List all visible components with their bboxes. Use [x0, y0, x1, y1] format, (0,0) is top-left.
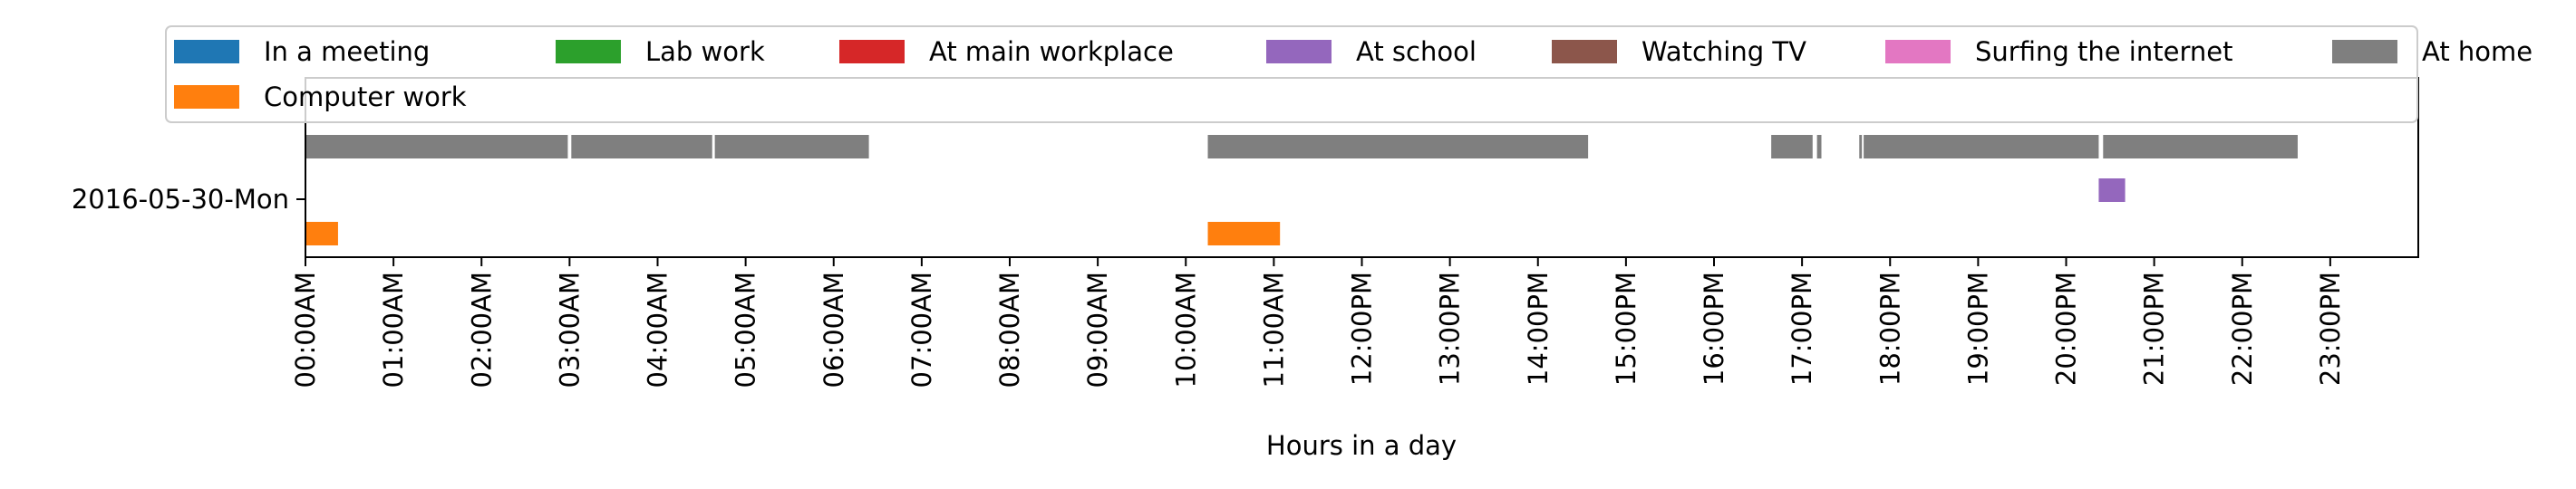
- legend-frame: [165, 25, 2418, 123]
- x-tick-label: 06:00AM: [818, 272, 849, 388]
- legend-label: At home: [2422, 36, 2532, 67]
- bar-at-home-6: [1859, 135, 1863, 158]
- bar-at-home-3: [1207, 135, 1589, 158]
- bar-computer-work-0: [305, 222, 338, 245]
- x-axis-label: Hours in a day: [1266, 430, 1457, 461]
- x-tick-label: 00:00AM: [290, 272, 321, 388]
- legend-label: In a meeting: [264, 36, 430, 67]
- x-tick-label: 18:00PM: [1874, 272, 1905, 386]
- bar-at-home-2: [714, 135, 869, 158]
- bar-at-school-0: [2098, 178, 2126, 202]
- x-tick-label: 19:00PM: [1962, 272, 1993, 386]
- x-tick-label: 03:00AM: [554, 272, 585, 388]
- bar-at-home-7: [1864, 135, 2099, 158]
- legend-swatch: [1552, 40, 1617, 63]
- x-tick-label: 21:00PM: [2139, 272, 2170, 386]
- legend-swatch: [2332, 40, 2397, 63]
- legend-swatch: [174, 85, 239, 109]
- bar-at-home-0: [305, 135, 568, 158]
- x-tick-label: 17:00PM: [1787, 272, 1817, 386]
- y-axis: 2016-05-30-Mon: [72, 184, 305, 215]
- y-tick-label: 2016-05-30-Mon: [72, 184, 289, 215]
- x-tick-label: 11:00AM: [1258, 272, 1289, 388]
- x-tick-label: 05:00AM: [731, 272, 761, 388]
- x-tick-label: 12:00PM: [1347, 272, 1378, 386]
- legend-swatch: [1266, 40, 1332, 63]
- activity-bars: [305, 135, 2298, 245]
- bar-at-home-4: [1771, 135, 1813, 158]
- bar-at-home-8: [2103, 135, 2298, 158]
- legend-label: At main workplace: [929, 36, 1174, 67]
- legend-label: Lab work: [645, 36, 765, 67]
- legend-swatch: [839, 40, 905, 63]
- bar-computer-work-1: [1207, 222, 1281, 245]
- bar-at-home-1: [571, 135, 712, 158]
- x-tick-label: 14:00PM: [1523, 272, 1554, 386]
- x-tick-label: 23:00PM: [2315, 272, 2346, 386]
- x-tick-label: 08:00AM: [994, 272, 1025, 388]
- x-tick-label: 02:00AM: [466, 272, 497, 388]
- x-axis: 00:00AM 01:00AM 02:00AM 03:00AM 04:00AM 05:00…: [290, 257, 2346, 388]
- legend-label: At school: [1356, 36, 1477, 67]
- legend-swatch: [174, 40, 239, 63]
- legend-label: Surfing the internet: [1975, 36, 2232, 67]
- legend-label: Watching TV: [1641, 36, 1806, 67]
- x-tick-label: 16:00PM: [1699, 272, 1729, 386]
- x-tick-label: 15:00PM: [1611, 272, 1641, 386]
- legend-label: Computer work: [264, 82, 467, 112]
- x-tick-label: 20:00PM: [2051, 272, 2082, 386]
- x-tick-label: 07:00AM: [906, 272, 937, 388]
- legend: In a meeting Computer work Lab work At main…: [165, 25, 2532, 123]
- legend-swatch: [556, 40, 621, 63]
- legend-swatch: [1885, 40, 1951, 63]
- x-tick-label: 04:00AM: [643, 272, 673, 388]
- x-tick-label: 10:00AM: [1170, 272, 1201, 388]
- x-tick-label: 13:00PM: [1435, 272, 1466, 386]
- bar-at-home-5: [1816, 135, 1822, 158]
- x-tick-label: 22:00PM: [2227, 272, 2258, 386]
- x-tick-label: 01:00AM: [378, 272, 409, 388]
- x-tick-label: 09:00AM: [1082, 272, 1113, 388]
